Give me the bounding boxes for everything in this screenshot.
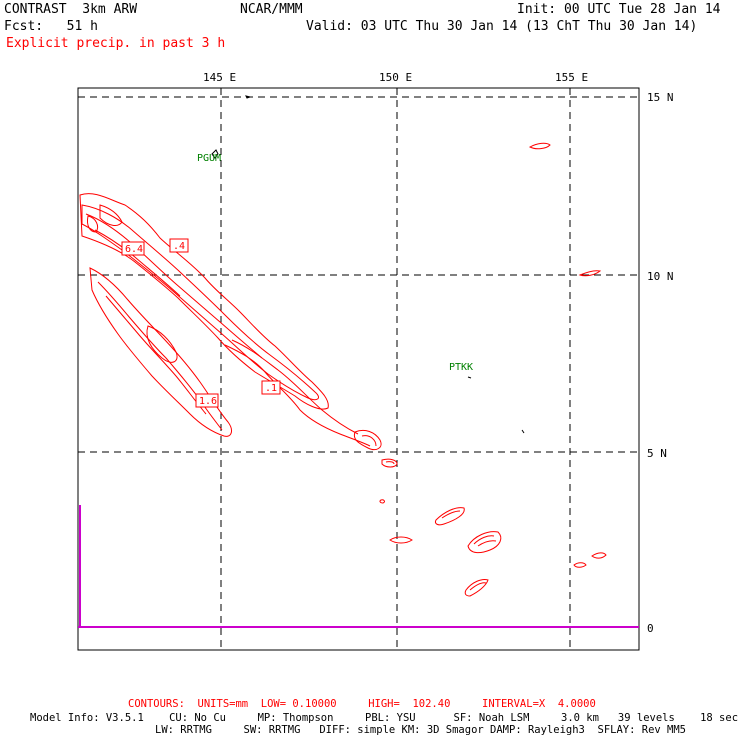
contour-blob-lower xyxy=(146,325,178,363)
coast-islet-2 xyxy=(521,429,525,434)
coastlines xyxy=(211,95,525,434)
contour-band-upper-outer xyxy=(79,193,329,410)
contour-label-box-4 xyxy=(195,393,219,408)
contour-cell-s4b xyxy=(469,582,487,591)
contour-label-box-3 xyxy=(261,380,281,395)
contour-label-4: 1.6 xyxy=(199,396,217,407)
model-title: CONTRAST 3km ARW xyxy=(4,2,138,17)
contour-cell-s3 xyxy=(389,536,413,544)
contour-blob-upper xyxy=(99,204,123,226)
model-info-line-2: LW: RRTMG SW: RRTMG DIFF: simple KM: 3D … xyxy=(155,724,687,736)
contour-se-cell-1b xyxy=(361,435,377,447)
org-label: NCAR/MMM xyxy=(240,2,303,17)
valid-time: Valid: 03 UTC Thu 30 Jan 14 (13 ChT Thu … xyxy=(306,19,698,34)
init-time: Init: 00 UTC Tue 28 Jan 14 xyxy=(517,2,721,17)
contour-cell-s2b xyxy=(473,535,495,545)
field-title: Explicit precip. in past 3 h xyxy=(6,36,226,51)
contour-band-upper-inner2 xyxy=(94,229,181,297)
contour-dot-1 xyxy=(379,499,385,504)
contour-label-box-2 xyxy=(169,238,189,253)
forecast-hour: Fcst: 51 h xyxy=(4,19,98,34)
contour-label-2: .4 xyxy=(173,241,185,252)
precip-contours xyxy=(79,142,607,597)
contour-cell-s2c xyxy=(477,540,497,547)
coast-islet-1 xyxy=(245,95,252,99)
contour-cell-ne1 xyxy=(528,142,551,150)
lon-label-145: 145 E xyxy=(203,71,236,84)
contour-streak-1 xyxy=(224,344,371,447)
map-frame xyxy=(77,87,640,651)
contour-se-cell-2b xyxy=(385,461,395,465)
contours-info: CONTOURS: UNITS=mm LOW= 0.10000 HIGH= 10… xyxy=(128,698,596,710)
contour-label-3: .1 xyxy=(265,383,277,394)
contour-band-upper-mid xyxy=(81,204,319,401)
contour-cell-s1b xyxy=(441,510,461,519)
lat-label-10: 10 N xyxy=(647,270,674,283)
contour-streak-2 xyxy=(231,339,359,435)
contour-band-lower-mid xyxy=(97,281,223,431)
station-ptkk: PTKK xyxy=(449,362,473,373)
lat-label-0: 0 xyxy=(647,622,654,635)
contour-cell-ne2 xyxy=(578,270,602,277)
contour-label-group: 6.4 .4 .1 1.6 xyxy=(121,238,281,408)
lat-label-5: 5 N xyxy=(647,447,667,460)
contour-cell-se xyxy=(591,552,607,559)
lon-label-155: 155 E xyxy=(555,71,588,84)
contour-label-1: 6.4 xyxy=(125,244,143,255)
station-labels: PGUM PTKK xyxy=(197,153,473,373)
contour-cell-s2 xyxy=(467,531,502,554)
model-info-line-1: Model Info: V3.5.1 CU: No Cu MP: Thompso… xyxy=(30,712,739,724)
graticule xyxy=(78,88,639,650)
contour-cell-s4 xyxy=(464,579,489,597)
lon-label-150: 150 E xyxy=(379,71,412,84)
contour-se-cell-2 xyxy=(381,458,398,468)
lat-label-15: 15 N xyxy=(647,91,674,104)
contour-label-box-1 xyxy=(121,241,145,256)
contour-band-upper-inner xyxy=(85,213,263,359)
contour-band-lower-inner xyxy=(105,295,207,415)
axis-labels: 145 E 150 E 155 E 15 N 10 N 5 N 0 xyxy=(203,71,674,635)
coast-guam xyxy=(211,149,219,159)
station-pgum: PGUM xyxy=(197,153,221,164)
contour-cell-se2 xyxy=(573,562,587,568)
contour-band-lower-outer xyxy=(89,267,232,437)
contour-se-cell-1 xyxy=(353,429,382,451)
coast-chuuk xyxy=(467,376,472,379)
contour-blob-upper2 xyxy=(87,215,99,233)
contour-cell-s1 xyxy=(435,507,465,526)
